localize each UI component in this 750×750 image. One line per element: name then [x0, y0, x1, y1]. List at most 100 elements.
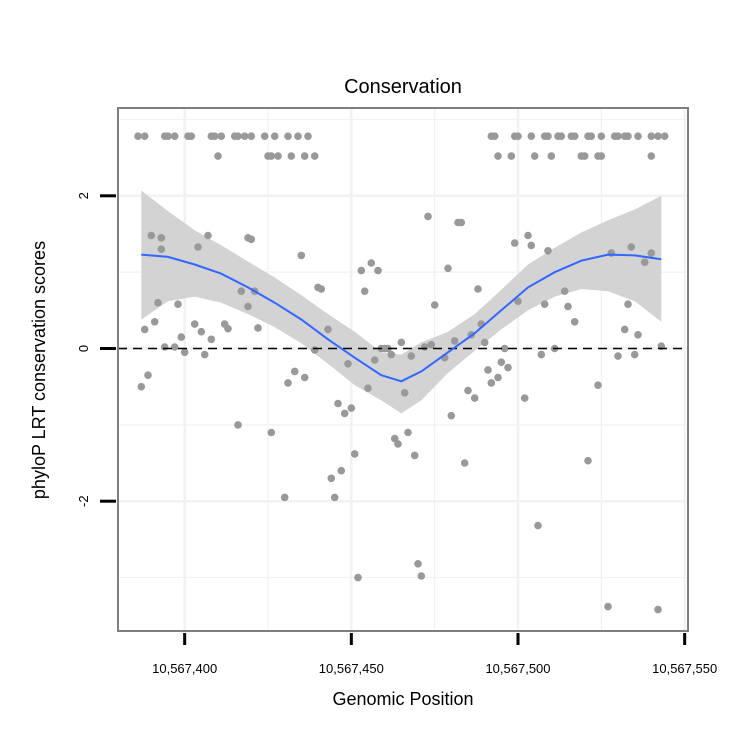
data-point [267, 152, 276, 160]
y-axis: -2 0 2 [76, 192, 116, 507]
data-point [647, 152, 656, 160]
data-point [597, 152, 606, 160]
data-point [447, 411, 456, 420]
data-point [260, 132, 269, 140]
data-point [520, 394, 529, 402]
data-point [287, 152, 296, 160]
x-tick-label: 10,567,550 [652, 661, 717, 676]
x-tick-label: 10,567,450 [319, 661, 384, 676]
data-point [187, 132, 196, 140]
data-point [570, 132, 579, 140]
data-point [510, 239, 519, 247]
data-point [367, 259, 376, 267]
data-point [537, 350, 546, 359]
data-point [157, 234, 166, 242]
data-point [140, 325, 149, 334]
data-point [274, 152, 282, 160]
x-axis-label: Genomic Position [332, 689, 473, 709]
data-point [330, 493, 339, 502]
data-point [460, 459, 469, 467]
data-point [300, 152, 309, 160]
data-point [560, 287, 569, 296]
data-point [194, 243, 202, 251]
data-point [324, 325, 332, 334]
data-point [344, 360, 352, 368]
data-point [327, 474, 336, 483]
data-point [634, 331, 642, 339]
data-point [444, 264, 452, 273]
data-point [414, 560, 422, 568]
data-point [544, 132, 552, 140]
data-point [654, 605, 662, 614]
data-point [154, 298, 162, 307]
data-point [334, 399, 342, 408]
data-point [387, 350, 396, 359]
data-point [424, 212, 432, 221]
data-point [597, 132, 606, 140]
data-point [527, 241, 536, 250]
data-point [190, 320, 199, 328]
data-point [160, 343, 169, 351]
data-point [484, 366, 492, 374]
data-point [224, 324, 232, 333]
data-point [354, 573, 362, 582]
data-point [624, 132, 632, 140]
x-tick-label: 10,567,400 [152, 661, 217, 676]
data-point [534, 521, 542, 530]
data-point [207, 335, 216, 344]
data-point [480, 338, 489, 347]
data-point [297, 251, 306, 260]
data-point [147, 231, 156, 240]
data-point [614, 352, 622, 360]
y-tick-label: 2 [76, 192, 91, 199]
data-point [457, 218, 466, 227]
data-point [634, 132, 642, 140]
data-point [280, 493, 289, 502]
data-point [587, 132, 596, 140]
data-point [547, 152, 556, 160]
data-point [504, 363, 512, 372]
data-point [210, 132, 219, 140]
plot-panel [117, 107, 689, 632]
data-point [430, 301, 439, 309]
data-point [140, 132, 149, 140]
data-point [304, 132, 312, 140]
data-point [557, 132, 566, 140]
data-point [564, 302, 572, 311]
data-point [500, 344, 509, 353]
data-point [310, 152, 319, 160]
data-point [630, 350, 639, 359]
data-point [197, 327, 206, 336]
data-point [177, 333, 186, 341]
data-point [270, 132, 279, 140]
data-point [300, 373, 309, 382]
data-point [570, 318, 579, 326]
data-point [614, 132, 622, 140]
panel-border [117, 107, 689, 632]
data-point [594, 381, 602, 390]
data-point [400, 389, 409, 397]
data-point [144, 371, 152, 380]
y-tick-label: 0 [76, 345, 91, 352]
data-point [180, 348, 189, 357]
data-point [357, 266, 366, 275]
data-point [170, 132, 179, 140]
data-point [317, 285, 326, 293]
data-point [200, 350, 209, 359]
data-point [350, 450, 359, 458]
confidence-ribbon [141, 190, 662, 414]
x-tick-label: 10,567,500 [485, 661, 550, 676]
data-point [427, 340, 436, 349]
data-point [407, 352, 416, 360]
data-point [494, 373, 502, 382]
data-point [234, 132, 242, 140]
data-point [654, 132, 662, 140]
data-point [157, 245, 166, 253]
data-point [544, 247, 552, 255]
data-point [647, 249, 656, 257]
data-point [470, 394, 479, 402]
data-point [474, 285, 482, 293]
data-point [214, 152, 222, 160]
data-point [487, 379, 496, 387]
data-point [337, 466, 346, 475]
